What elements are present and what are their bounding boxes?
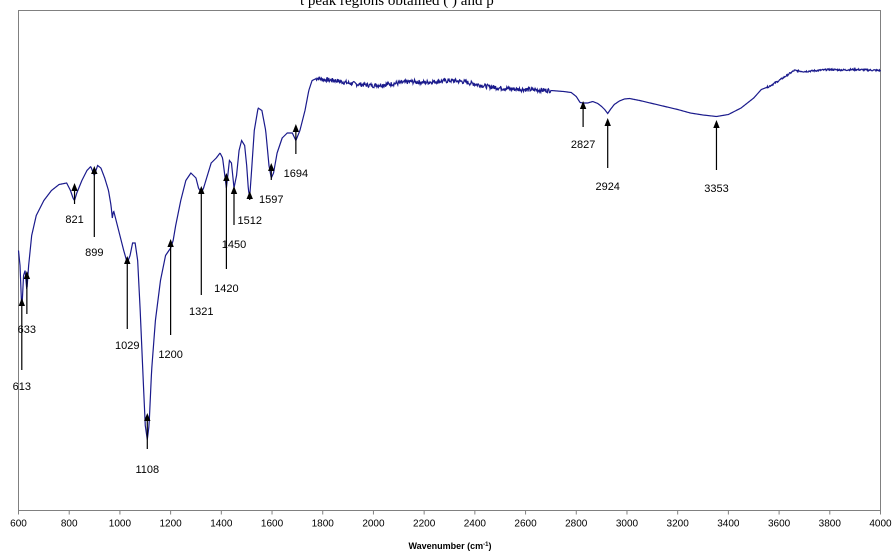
x-tick-label: 3200	[667, 519, 690, 530]
peak-arrow-head	[167, 239, 174, 247]
spectrum-line	[17, 66, 881, 440]
peak-annotation-821: 821	[65, 183, 84, 226]
peak-annotation-633: 633	[18, 271, 36, 336]
x-tick-label: 1000	[109, 519, 132, 530]
x-tick-label: 1400	[210, 519, 233, 530]
peak-arrow-head	[198, 186, 205, 194]
peak-annotation-1597: 1597	[259, 163, 284, 206]
x-tick-label: 600	[10, 519, 27, 530]
peak-label: 1029	[115, 340, 139, 352]
peak-label: 3353	[704, 183, 728, 195]
peak-annotation-1450: 1450	[222, 186, 246, 251]
peak-label: 1512	[237, 215, 261, 227]
peak-annotation-2827: 2827	[571, 101, 595, 151]
x-axis-tick-labels: 600 800 1000 1200 1400 1600 1800 2000 2200 2400 26…	[10, 519, 892, 530]
peak-annotation-3353: 3353	[704, 120, 729, 195]
peak-arrow-head	[124, 256, 131, 264]
x-tick-label: 4000	[869, 519, 892, 530]
x-tick-label: 2600	[514, 519, 537, 530]
x-tick-label: 800	[61, 519, 78, 530]
peak-label: 1694	[284, 168, 308, 180]
peak-label: 1420	[214, 283, 238, 295]
x-tick-label: 2800	[565, 519, 588, 530]
peak-arrow-head	[268, 163, 275, 171]
peak-label: 1321	[189, 306, 213, 318]
x-axis-title: Wavenumber (cm-1)	[408, 541, 491, 551]
x-tick-label: 3000	[616, 519, 639, 530]
peak-label: 2924	[595, 181, 619, 193]
peak-label: 821	[65, 214, 83, 226]
x-tick-label: 3400	[717, 519, 740, 530]
peak-annotation-1321: 1321	[189, 186, 214, 318]
peak-annotation-1420: 1420	[214, 173, 239, 295]
peak-label: 899	[85, 247, 103, 259]
peak-annotation-1694: 1694	[284, 124, 308, 180]
peak-annotation-613: 613	[13, 298, 31, 393]
peak-label: 1108	[135, 464, 159, 476]
peak-label: 2827	[571, 139, 595, 151]
peak-arrow-head	[713, 120, 720, 128]
peak-label: 1597	[259, 194, 283, 206]
x-tick-label: 1200	[159, 519, 182, 530]
peak-arrow-head	[223, 173, 230, 181]
peak-annotation-1108: 1108	[135, 413, 159, 476]
peak-label: 613	[13, 381, 31, 393]
peak-annotation-1200: 1200	[158, 239, 183, 361]
peak-label: 1450	[222, 239, 246, 251]
x-tick-label: 3800	[819, 519, 842, 530]
peak-arrow-head	[91, 166, 98, 174]
peak-arrow-head	[604, 118, 611, 126]
peak-arrow-head	[23, 271, 31, 279]
caption-fragment: t peak regions obtained ( ) and p	[300, 0, 494, 9]
plot-area	[18, 10, 881, 511]
peak-label: 633	[18, 324, 36, 336]
peak-annotation-899: 899	[85, 166, 103, 259]
peak-annotation-1029: 1029	[115, 256, 140, 352]
peak-arrow-head	[71, 183, 78, 191]
x-tick-label: 1600	[261, 519, 284, 530]
peak-arrow-head	[292, 124, 300, 132]
peak-arrow-head	[579, 101, 587, 109]
peak-annotation-1512: 1512	[237, 191, 262, 227]
peak-label: 1200	[158, 349, 182, 361]
peak-annotation-2924: 2924	[595, 118, 620, 193]
x-tick-label: 2200	[413, 519, 436, 530]
peak-arrow-head	[230, 186, 238, 194]
x-tick-label: 3600	[768, 519, 791, 530]
peak-arrow-head	[246, 191, 253, 199]
x-tick-label: 1800	[312, 519, 335, 530]
peak-arrow-head	[144, 413, 151, 421]
peak-arrow-head	[18, 298, 25, 306]
x-axis-ticks	[18, 510, 881, 515]
x-tick-label: 2000	[362, 519, 385, 530]
x-tick-label: 2400	[464, 519, 487, 530]
